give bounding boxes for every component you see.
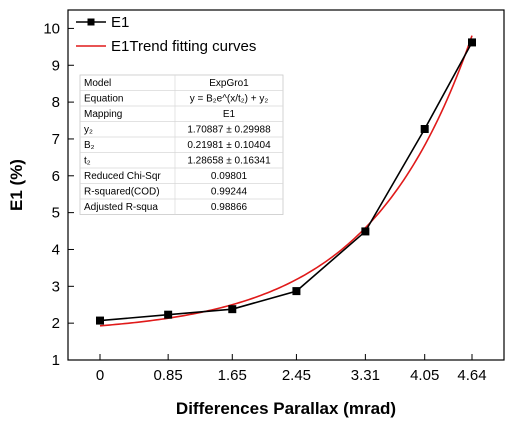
x-tick-label: 2.45	[282, 367, 311, 384]
legend: E1 E1Trend fitting curves	[76, 14, 256, 55]
legend-label-fit: E1Trend fitting curves	[111, 38, 256, 55]
x-tick-label: 4.05	[410, 367, 439, 384]
fit-table-value: ExpGro1	[209, 78, 249, 89]
y-tick-label: 7	[52, 131, 60, 148]
series-e1-point	[164, 310, 173, 319]
legend-label-e1: E1	[111, 14, 129, 31]
y-tick-label: 4	[52, 241, 60, 258]
series-e1-point	[420, 125, 429, 133]
fit-table-label: Mapping	[84, 109, 122, 120]
series-e1-point	[96, 316, 104, 325]
fit-table-value: y = B₂e^(x/t₂) + y₂	[190, 94, 269, 105]
x-tick-label: 3.31	[351, 367, 380, 384]
fit-table-value: 1.28658 ± 0.16341	[187, 156, 271, 167]
x-axis: 0 0.85 1.65 2.45 3.31 4.05 4.64	[96, 354, 487, 384]
fit-table-label: Adjusted R-squa	[84, 202, 158, 213]
x-tick-label: 1.65	[218, 367, 247, 384]
y-tick-label: 8	[52, 94, 60, 111]
fit-curve-line	[99, 35, 473, 327]
y-tick-label: 6	[52, 168, 60, 185]
y-tick-label: 3	[52, 278, 60, 295]
fit-table-value: 0.99244	[211, 187, 248, 198]
fit-parameters-table: Model ExpGro1 Equation y = B₂e^(x/t₂) + y₂ M…	[79, 74, 284, 215]
series-e1-point	[228, 305, 237, 314]
fit-table-label: Equation	[84, 94, 123, 105]
series-e1-point	[361, 227, 370, 236]
data-series-layer	[96, 38, 476, 325]
y-tick-label: 10	[43, 20, 60, 37]
fit-table-label: B₂	[84, 140, 95, 151]
fit-curve-layer	[99, 35, 473, 327]
x-tick-label: 0.85	[154, 367, 183, 384]
fit-table-frame	[79, 74, 284, 215]
y-tick-label: 5	[52, 205, 60, 222]
fit-table-value: 0.09801	[211, 171, 248, 182]
x-tick-label: 4.64	[457, 367, 486, 384]
fit-table-label: Model	[84, 78, 111, 89]
y-tick-label: 2	[52, 315, 60, 332]
fit-table-label: Reduced Chi-Sqr	[84, 171, 161, 182]
y-tick-label: 9	[52, 57, 60, 74]
y-axis: 1 2 3 4 5 6 7 8 9 10	[43, 20, 74, 369]
y-tick-label: 1	[52, 352, 60, 369]
fit-table-label: y₂	[84, 125, 93, 136]
series-e1-point	[468, 38, 476, 47]
fit-table-value: 0.98866	[211, 202, 248, 213]
fit-table-label: t₂	[84, 156, 91, 167]
fit-table-value: 0.21981 ± 0.10404	[187, 140, 271, 151]
fit-table-value: 1.70887 ± 0.29988	[187, 125, 271, 136]
y-axis-title: E1 (%)	[7, 159, 26, 211]
x-tick-label: 0	[96, 367, 104, 384]
fit-table-label: R-squared(COD)	[84, 187, 160, 198]
legend-swatch-e1-marker	[87, 18, 95, 26]
series-e1-point	[292, 287, 301, 296]
fit-table-value: E1	[223, 109, 236, 120]
x-axis-title: Differences Parallax (mrad)	[176, 399, 396, 418]
